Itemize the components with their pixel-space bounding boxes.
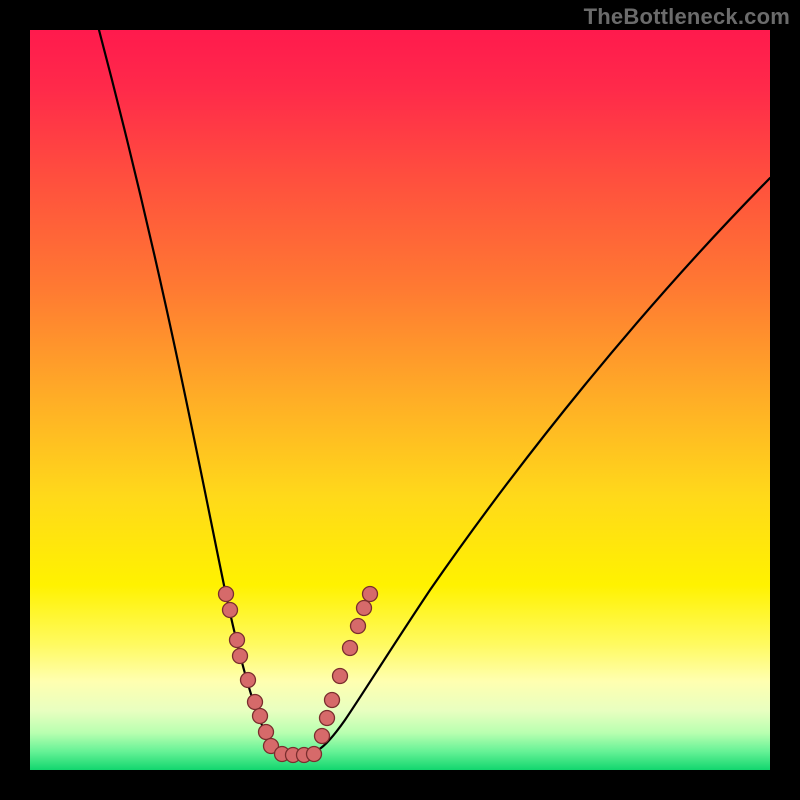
data-marker <box>357 601 372 616</box>
data-marker <box>307 747 322 762</box>
data-marker <box>219 587 234 602</box>
data-marker <box>343 641 358 656</box>
data-marker <box>363 587 378 602</box>
data-marker <box>233 649 248 664</box>
chart-container: TheBottleneck.com <box>0 0 800 800</box>
data-marker <box>259 725 274 740</box>
data-marker <box>248 695 263 710</box>
data-marker <box>333 669 348 684</box>
data-marker <box>230 633 245 648</box>
data-marker <box>241 673 256 688</box>
data-marker <box>320 711 335 726</box>
data-marker <box>351 619 366 634</box>
data-marker <box>315 729 330 744</box>
data-marker <box>325 693 340 708</box>
data-marker <box>223 603 238 618</box>
data-marker <box>253 709 268 724</box>
bottleneck-chart <box>0 0 800 800</box>
plot-background <box>30 30 770 770</box>
watermark-text: TheBottleneck.com <box>584 4 790 30</box>
